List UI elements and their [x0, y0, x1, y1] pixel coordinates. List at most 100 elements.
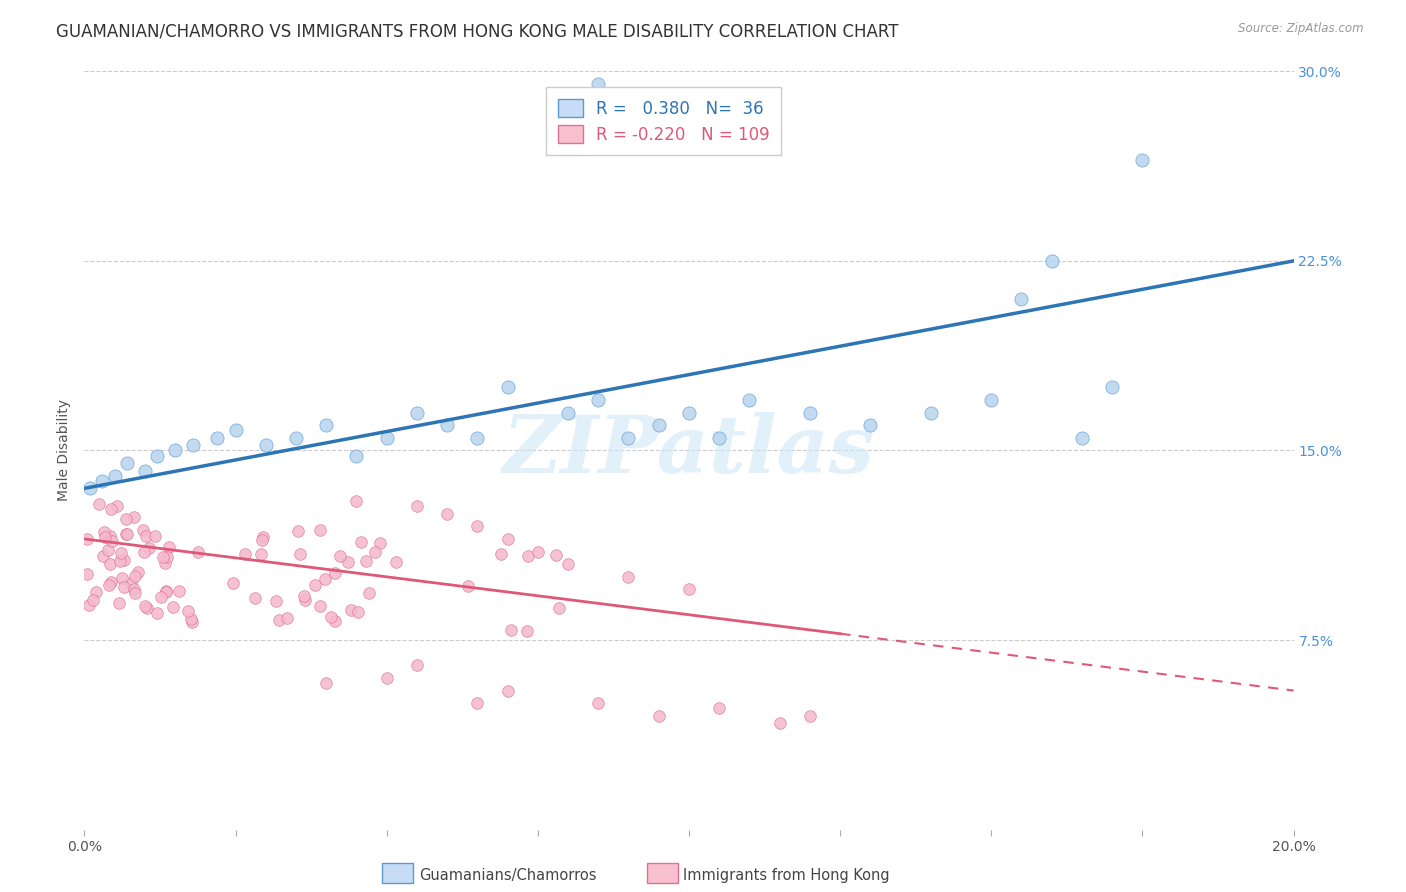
- Point: [155, 550, 177, 565]
- Point: [859, 418, 882, 433]
- Point: [648, 418, 671, 433]
- Point: [87, 497, 110, 511]
- Point: [124, 569, 146, 583]
- Point: [406, 499, 429, 513]
- Point: [181, 615, 204, 629]
- Point: [112, 580, 135, 594]
- Point: [496, 683, 519, 698]
- Point: [920, 405, 942, 420]
- Point: [375, 671, 398, 685]
- Point: [617, 431, 640, 445]
- Point: [557, 405, 579, 420]
- Point: [176, 604, 198, 618]
- Point: [169, 584, 191, 599]
- Point: [315, 418, 337, 433]
- Point: [354, 554, 377, 568]
- Point: [76, 566, 98, 581]
- Point: [496, 532, 519, 546]
- Point: [101, 533, 124, 548]
- Point: [309, 524, 332, 538]
- Point: [135, 529, 157, 543]
- Point: [124, 509, 146, 524]
- Point: [346, 605, 368, 619]
- Point: [980, 392, 1002, 407]
- Point: [499, 624, 522, 638]
- Point: [678, 582, 700, 597]
- Point: [588, 392, 610, 407]
- Point: [84, 584, 107, 599]
- Point: [243, 591, 266, 605]
- Point: [112, 553, 135, 567]
- Point: [292, 590, 315, 604]
- Point: [225, 423, 247, 437]
- Point: [132, 523, 155, 537]
- Text: Immigrants from Hong Kong: Immigrants from Hong Kong: [683, 869, 890, 883]
- Text: GUAMANIAN/CHAMORRO VS IMMIGRANTS FROM HONG KONG MALE DISABILITY CORRELATION CHAR: GUAMANIAN/CHAMORRO VS IMMIGRANTS FROM HO…: [56, 22, 898, 40]
- Point: [138, 541, 160, 555]
- Point: [97, 542, 120, 557]
- Point: [150, 591, 173, 605]
- Point: [436, 507, 458, 521]
- Point: [557, 557, 579, 572]
- Point: [294, 592, 316, 607]
- Point: [134, 464, 156, 478]
- Point: [136, 600, 159, 615]
- Point: [207, 431, 229, 445]
- Point: [146, 449, 169, 463]
- Point: [346, 494, 368, 508]
- Legend: R =   0.380   N=  36, R = -0.220   N = 109: R = 0.380 N= 36, R = -0.220 N = 109: [546, 87, 782, 155]
- Point: [1101, 380, 1123, 394]
- Point: [165, 443, 187, 458]
- Point: [304, 578, 326, 592]
- Point: [323, 566, 346, 580]
- Point: [134, 599, 156, 614]
- Point: [527, 544, 550, 558]
- Point: [368, 535, 391, 549]
- Point: [323, 614, 346, 628]
- Point: [276, 611, 298, 625]
- Point: [127, 566, 149, 580]
- Point: [349, 535, 371, 549]
- Point: [359, 586, 381, 600]
- Point: [105, 500, 128, 514]
- Point: [254, 438, 277, 452]
- Point: [617, 570, 640, 584]
- Point: [329, 549, 352, 563]
- Point: [124, 586, 146, 600]
- Point: [547, 601, 569, 615]
- Text: Source: ZipAtlas.com: Source: ZipAtlas.com: [1239, 22, 1364, 36]
- Point: [181, 438, 204, 452]
- Point: [110, 546, 132, 560]
- Point: [337, 555, 360, 569]
- Point: [152, 550, 174, 565]
- Point: [114, 527, 136, 541]
- Point: [77, 598, 100, 612]
- Point: [108, 554, 131, 568]
- Point: [678, 405, 700, 420]
- Point: [314, 572, 336, 586]
- Text: Guamanians/Chamorros: Guamanians/Chamorros: [419, 869, 596, 883]
- Point: [364, 545, 387, 559]
- Point: [709, 431, 731, 445]
- Point: [467, 696, 489, 710]
- Point: [339, 603, 361, 617]
- Point: [98, 557, 121, 571]
- Point: [1040, 253, 1063, 268]
- Point: [385, 555, 408, 569]
- Point: [222, 576, 245, 591]
- Point: [315, 676, 337, 690]
- Point: [467, 431, 489, 445]
- Point: [122, 582, 145, 596]
- Point: [155, 556, 177, 570]
- Point: [457, 579, 479, 593]
- Point: [120, 576, 142, 591]
- Point: [346, 449, 368, 463]
- Point: [115, 527, 138, 541]
- Point: [157, 540, 180, 554]
- Point: [252, 530, 274, 544]
- Point: [287, 524, 309, 538]
- Point: [76, 532, 98, 546]
- Point: [709, 701, 731, 715]
- Point: [79, 482, 101, 496]
- Point: [250, 547, 273, 561]
